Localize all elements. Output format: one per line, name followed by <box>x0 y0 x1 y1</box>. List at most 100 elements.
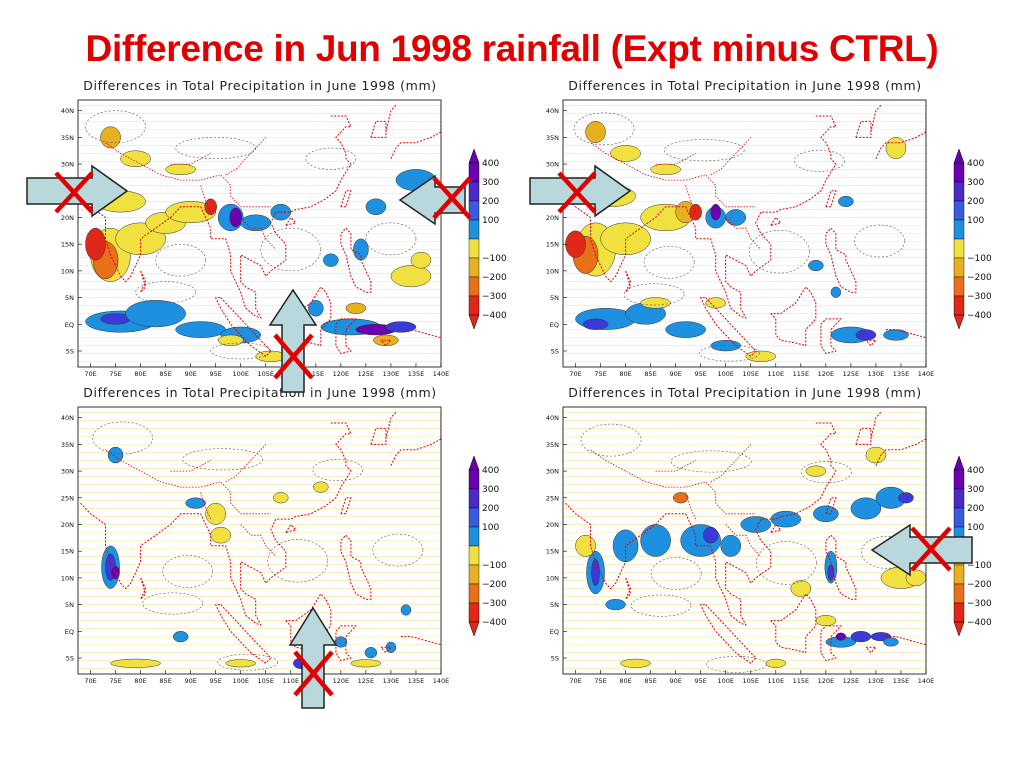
colorbar-label: −300 <box>482 599 507 609</box>
map-canvas: 70E75E80E85E90E95E100E105E110E115E120E12… <box>61 99 507 378</box>
coastline <box>390 105 441 159</box>
arrow-left-icon <box>870 523 973 577</box>
x-tick-label: 85E <box>159 370 171 378</box>
coastline <box>340 497 352 515</box>
x-tick-label: 75E <box>594 677 606 685</box>
rainfall-anomaly-region <box>805 465 827 477</box>
rainfall-anomaly-region <box>585 121 606 143</box>
colorbar-label: −300 <box>482 292 507 302</box>
dashed-contour <box>650 557 702 590</box>
coastline <box>625 270 632 293</box>
colorbar-label: 300 <box>967 178 984 188</box>
coastline <box>400 329 441 339</box>
colorbar-cap-bottom <box>468 314 480 330</box>
border-line <box>590 142 756 208</box>
rainfall-anomaly-region <box>620 658 651 668</box>
x-tick-label: 120E <box>818 370 835 378</box>
coastline <box>380 339 393 347</box>
rainfall-anomaly-region <box>110 658 161 668</box>
y-tick-label: 15N <box>546 241 559 249</box>
colorbar-label: −300 <box>967 292 992 302</box>
arrow-up-icon <box>288 606 338 709</box>
x-tick-label: 95E <box>694 677 706 685</box>
rainfall-anomaly-region <box>120 150 151 167</box>
colorbar-label: 200 <box>967 197 984 207</box>
colorbar-label: 100 <box>482 216 499 226</box>
coastline <box>565 422 837 626</box>
y-tick-label: EQ <box>550 321 559 329</box>
coastline <box>865 339 878 347</box>
coastline <box>340 534 372 600</box>
panel-title: Differences in Total Precipitation in Ju… <box>568 78 922 93</box>
rainfall-anomaly-region <box>125 300 186 328</box>
x-tick-label: 85E <box>159 677 171 685</box>
rainfall-anomaly-region <box>210 526 231 544</box>
x-tick-label: 135E <box>408 677 425 685</box>
y-tick-label: 10N <box>546 574 559 582</box>
coastline <box>875 105 926 159</box>
coastline <box>770 216 782 226</box>
y-tick-label: 5S <box>551 654 559 662</box>
x-tick-label: 110E <box>283 677 300 685</box>
y-tick-label: 10N <box>546 267 559 275</box>
colorbar-label: −400 <box>967 311 992 321</box>
x-tick-label: 90E <box>184 677 196 685</box>
rainfall-anomaly-region <box>345 302 367 314</box>
coastline <box>285 523 297 533</box>
coastline <box>885 329 926 339</box>
coastline <box>335 318 358 355</box>
dashed-contour <box>260 227 322 272</box>
rainfall-anomaly-region <box>885 137 907 159</box>
dashed-contour <box>580 423 642 457</box>
colorbar-label: −200 <box>967 273 992 283</box>
border-line <box>725 524 762 557</box>
coastline <box>699 297 757 357</box>
colorbar-label: −100 <box>482 561 507 571</box>
x-tick-label: 90E <box>669 370 681 378</box>
rainfall-anomaly-region <box>790 580 812 597</box>
rainfall-anomaly-region <box>835 632 847 641</box>
colorbar-label: 400 <box>967 466 984 476</box>
rainfall-anomaly-region <box>665 321 706 338</box>
dashed-contour <box>155 243 206 277</box>
x-tick-label: 130E <box>868 677 885 685</box>
x-tick-label: 115E <box>308 370 325 378</box>
coastline <box>870 411 882 440</box>
y-tick-label: 20N <box>546 214 559 222</box>
coastline <box>140 270 147 293</box>
rainfall-anomaly-region <box>813 505 839 523</box>
map-panel-top-left: Differences in Total Precipitation in Ju… <box>45 78 515 383</box>
border-line <box>225 444 267 483</box>
border-line <box>170 153 211 165</box>
colorbar-label: −400 <box>967 618 992 628</box>
rainfall-anomaly-region <box>865 446 887 464</box>
cross-icon <box>273 333 314 380</box>
rainfall-anomaly-region <box>702 526 719 544</box>
rainfall-anomaly-region <box>898 492 914 504</box>
coastline <box>390 412 441 466</box>
dashed-contour <box>698 344 760 362</box>
rainfall-anomaly-region <box>390 265 432 288</box>
x-tick-label: 125E <box>843 677 860 685</box>
y-tick-label: EQ <box>550 628 559 636</box>
y-tick-label: 15N <box>61 241 74 249</box>
map-panel-bottom-right: Differences in Total Precipitation in Ju… <box>530 385 1000 690</box>
x-tick-label: 110E <box>768 370 785 378</box>
coastline <box>214 297 272 357</box>
coastline <box>870 104 882 133</box>
rainfall-anomaly-region <box>308 300 324 317</box>
map-panel-top-right: Differences in Total Precipitation in Ju… <box>530 78 1000 383</box>
dashed-contour <box>670 450 752 473</box>
x-tick-label: 115E <box>793 370 810 378</box>
dashed-contour <box>142 592 203 615</box>
coastline <box>340 227 372 293</box>
rainfall-anomaly-region <box>364 647 378 659</box>
x-tick-label: 100E <box>232 677 249 685</box>
y-tick-label: 5N <box>65 601 74 609</box>
colorbar-label: −100 <box>482 254 507 264</box>
rainfall-anomaly-region <box>689 203 702 221</box>
border-line <box>170 460 211 472</box>
border-line <box>685 492 697 520</box>
x-tick-label: 120E <box>818 677 835 685</box>
